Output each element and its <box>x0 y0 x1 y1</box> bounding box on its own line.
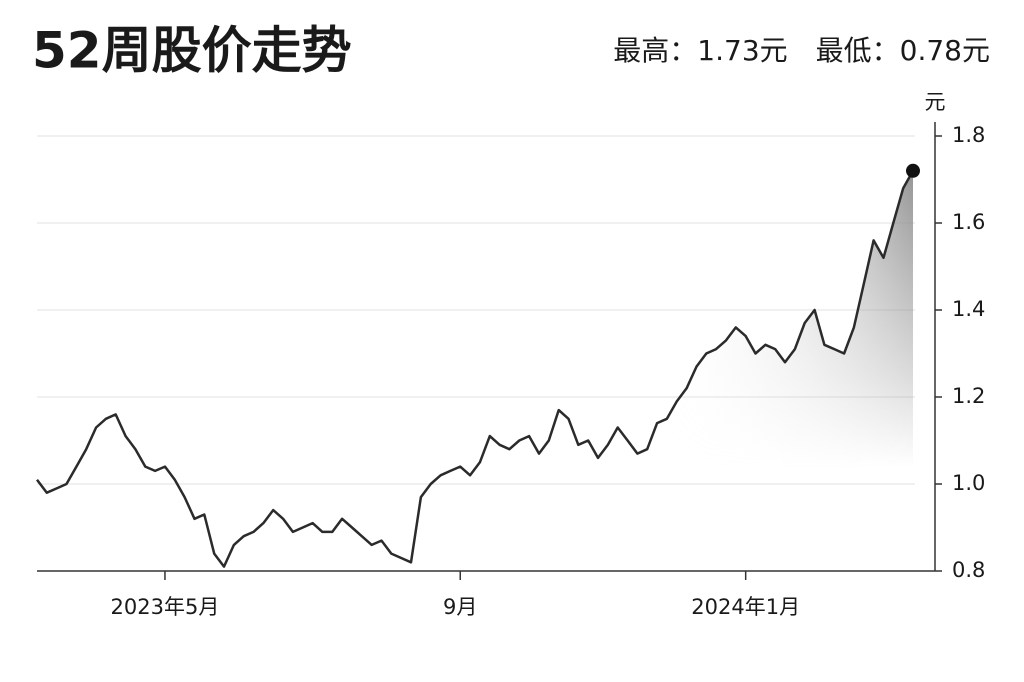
y-tick-label: 0.8 <box>952 558 985 582</box>
last-point <box>906 163 920 178</box>
y-tick-label: 1.6 <box>952 210 985 234</box>
chart-title: 52周股价走势 <box>32 22 352 80</box>
y-tick-label: 1.4 <box>952 297 985 321</box>
x-tick-label: 2023年5月 <box>111 595 220 619</box>
chart-subtitle: 最高：1.73元 最低：0.78元 <box>613 34 990 67</box>
area <box>37 170 913 572</box>
y-unit: 元 <box>925 90 946 114</box>
y-tick-label: 1.8 <box>952 123 985 147</box>
y-tick-label: 1.2 <box>952 384 985 408</box>
x-tick-label: 2024年1月 <box>691 595 800 619</box>
x-tick-label: 9月 <box>443 595 477 619</box>
y-tick-label: 1.0 <box>952 471 985 495</box>
area-group <box>37 170 913 572</box>
line <box>36 170 915 568</box>
